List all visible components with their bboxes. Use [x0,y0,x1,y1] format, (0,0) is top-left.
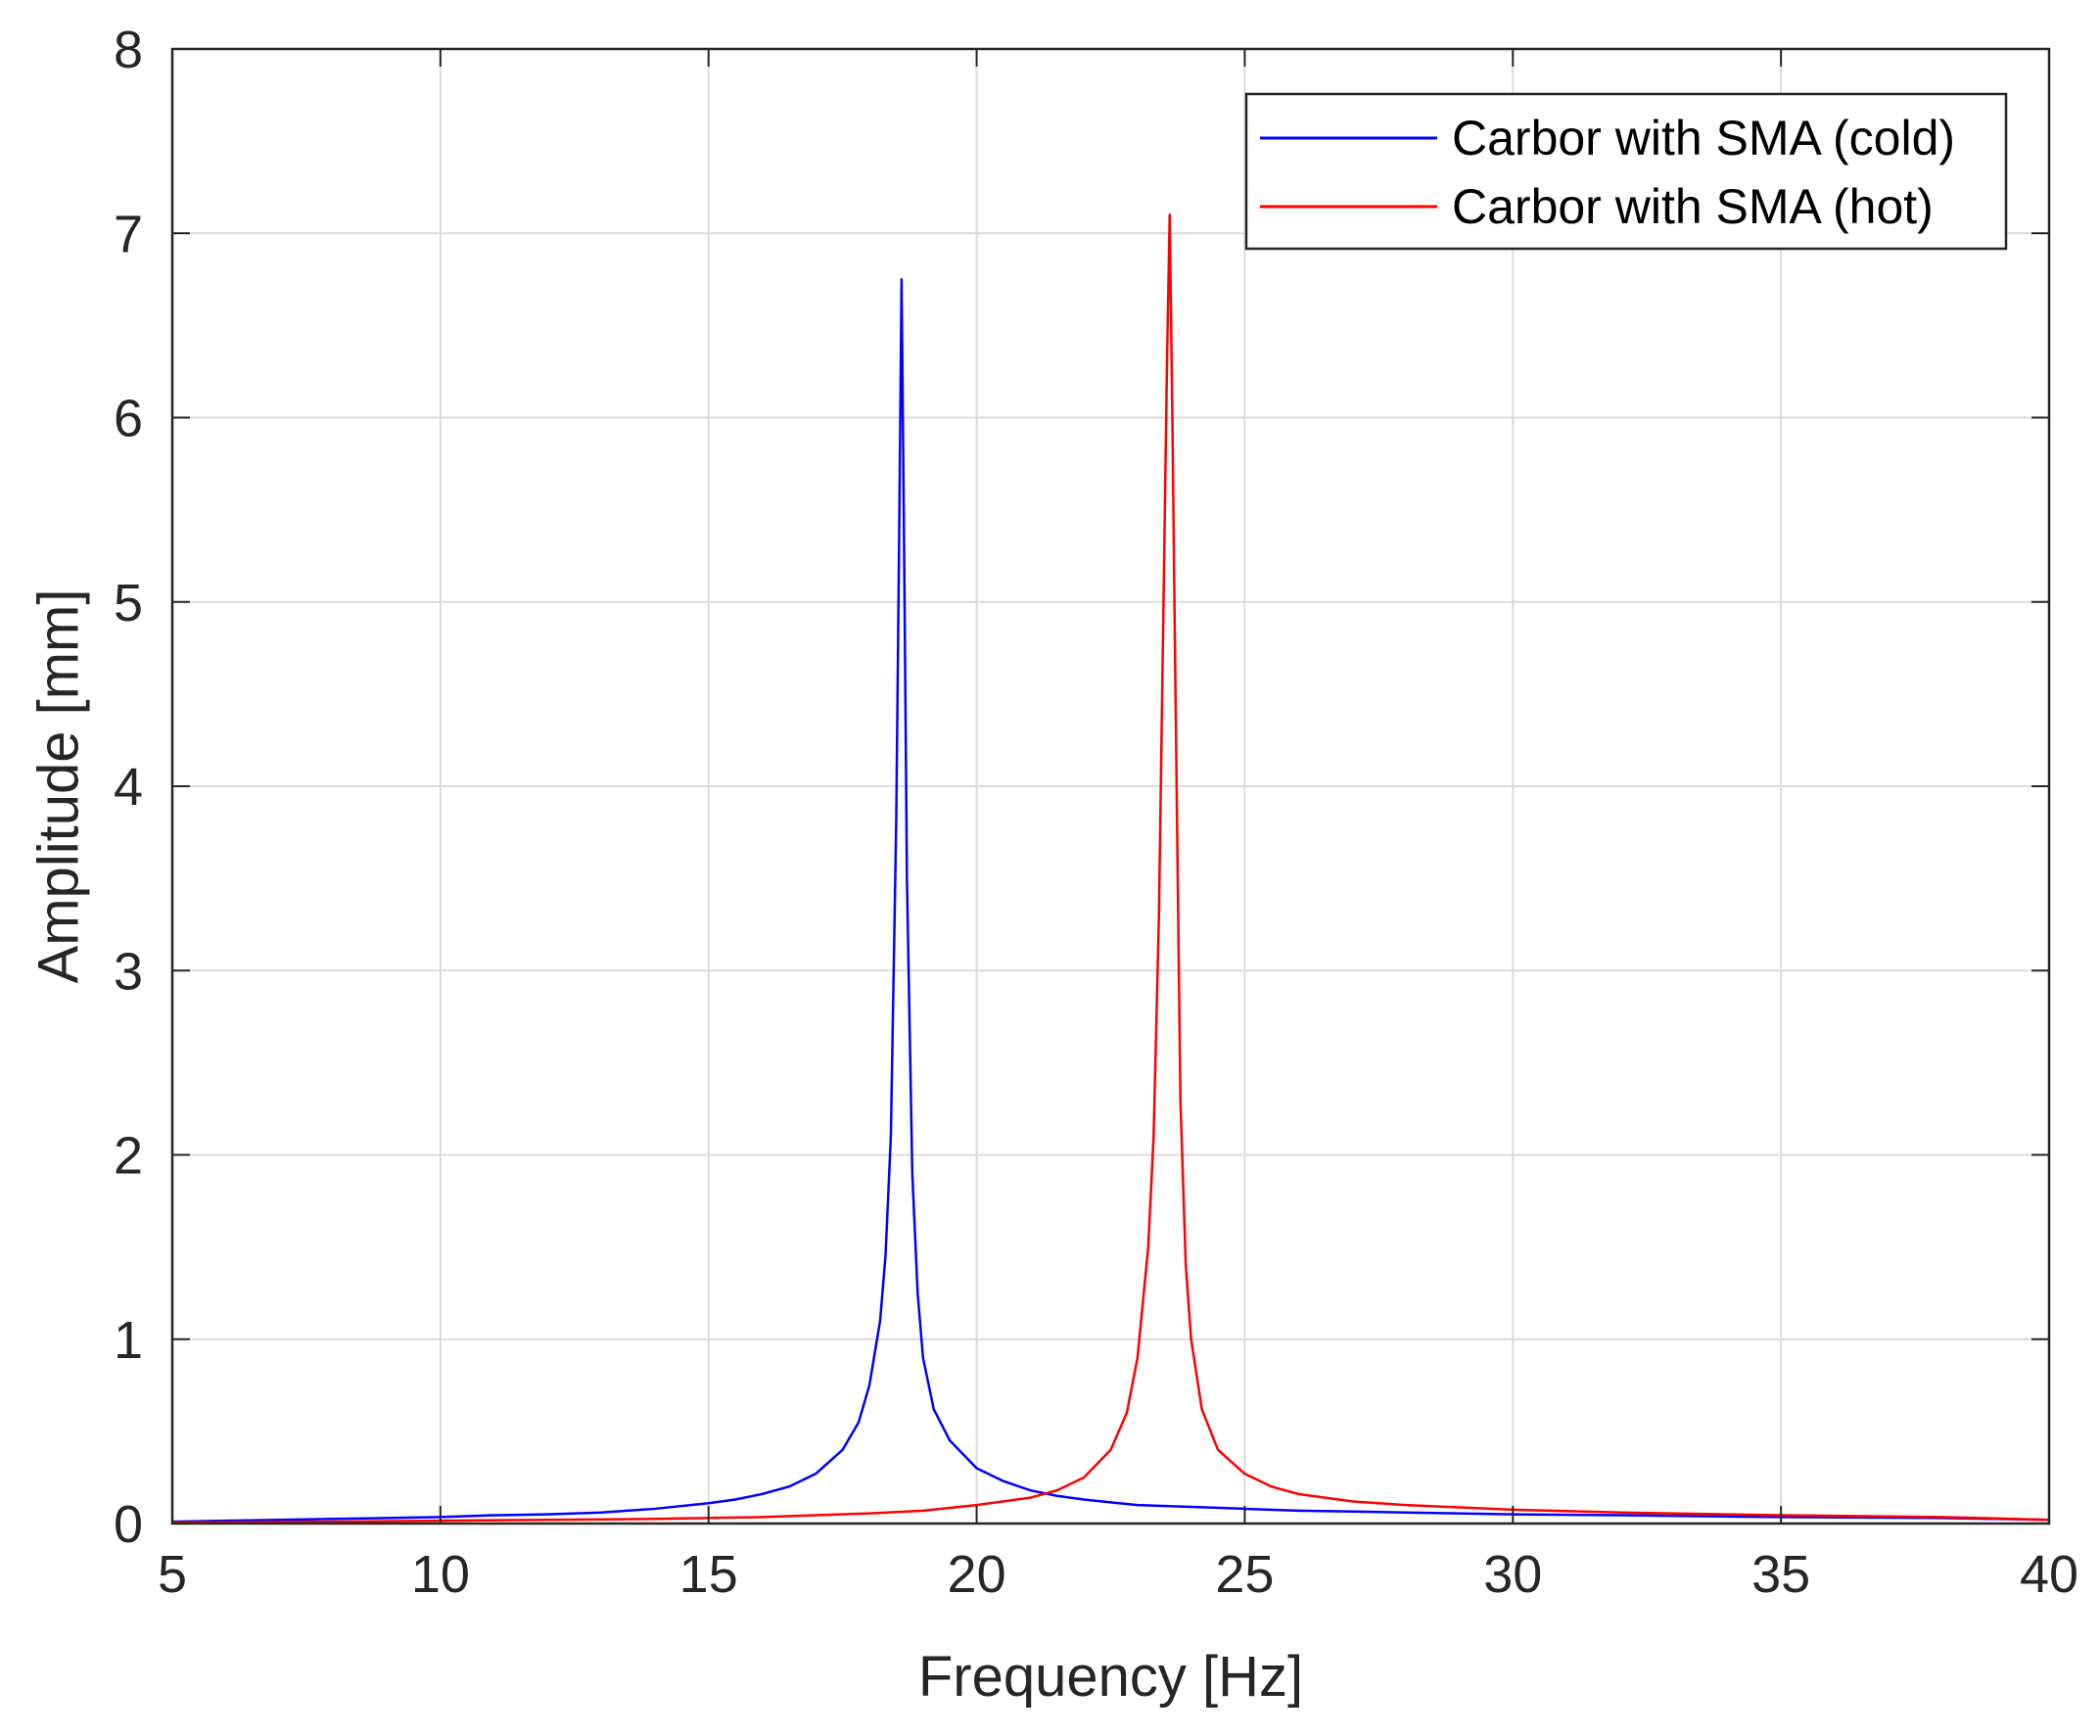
x-tick-label-10: 10 [411,1545,470,1604]
y-tick-label-6: 6 [114,390,143,448]
x-tick-label-15: 15 [679,1545,738,1604]
x-tick-label-35: 35 [1751,1545,1810,1604]
x-tick-labels: 5 10 15 20 25 30 35 40 [158,1545,2078,1604]
y-tick-label-4: 4 [114,758,143,817]
y-tick-labels: 0 1 2 3 4 5 6 7 8 [114,21,143,1554]
y-tick-label-8: 8 [114,21,143,79]
y-tick-label-1: 1 [114,1311,143,1370]
y-tick-label-5: 5 [114,574,143,633]
y-axis-label: Amplitude [mm] [27,589,91,984]
series-line-hot [171,213,2050,1525]
legend-label-cold: Carbor with SMA (cold) [1452,111,1955,165]
y-tick-label-7: 7 [114,205,143,263]
legend-box [1244,92,2008,251]
x-tick-label-20: 20 [948,1545,1006,1604]
grid [172,49,2049,1524]
ticks [171,48,2050,1525]
y-tick-label-0: 0 [114,1495,143,1554]
x-tick-label-40: 40 [2020,1545,2078,1604]
y-tick-label-2: 2 [114,1127,143,1186]
series-line-cold [171,278,2050,1524]
legend-label-hot: Carbor with SMA (hot) [1452,179,1934,234]
legend: Carbor with SMA (cold) Carbor with SMA (… [1244,92,2008,251]
x-tick-label-5: 5 [158,1545,187,1604]
x-axis-label: Frequency [Hz] [918,1645,1303,1709]
series-group [171,213,2050,1525]
x-tick-label-30: 30 [1483,1545,1542,1604]
x-tick-label-25: 25 [1215,1545,1274,1604]
y-tick-label-3: 3 [114,942,143,1001]
